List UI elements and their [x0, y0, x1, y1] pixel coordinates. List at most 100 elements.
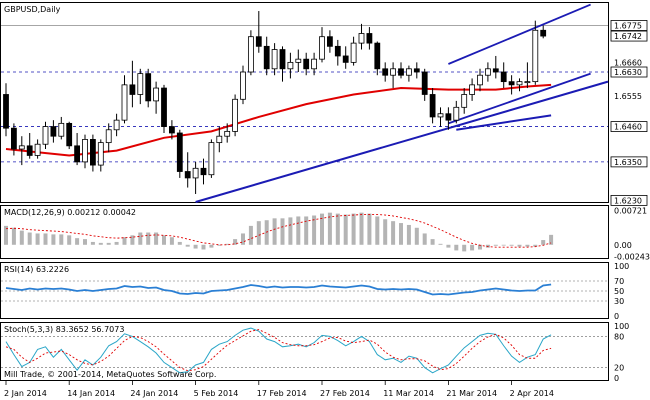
- candle: [421, 68, 428, 101]
- candle-body: [161, 87, 167, 127]
- macd-bar: [288, 217, 293, 245]
- trendline-long-support: [195, 80, 609, 203]
- price-axis-label: 1.6660: [614, 58, 642, 67]
- time-axis-label: 17 Feb 2014: [257, 389, 307, 398]
- candle-body: [469, 84, 476, 95]
- macd-bar: [11, 227, 16, 245]
- candle: [477, 68, 483, 92]
- macd-bar: [4, 225, 8, 245]
- candle: [532, 20, 539, 85]
- candle-body: [350, 42, 357, 63]
- candle-body: [129, 84, 136, 95]
- macd-bar: [217, 244, 222, 246]
- macd-bar: [359, 212, 364, 245]
- candle-body: [287, 61, 294, 70]
- candle: [429, 88, 436, 124]
- stoch-signal-line: [5, 329, 552, 372]
- candle-body: [10, 127, 17, 150]
- watermark: Mill Trade, © 2001-2014, MetaQuotes Soft…: [4, 370, 216, 379]
- price-level-lines: [1, 25, 608, 163]
- candle-body: [232, 98, 239, 132]
- macd-bar: [406, 224, 411, 245]
- macd-bar: [470, 244, 475, 251]
- trendline-channel-upper: [448, 3, 591, 65]
- price-axis-label: 1.6350: [614, 158, 642, 167]
- ma-line: [5, 83, 552, 157]
- candle-body: [153, 87, 160, 102]
- macd-bar: [351, 213, 356, 245]
- candle-body: [145, 73, 152, 102]
- candle-body: [263, 45, 270, 70]
- candle-body: [413, 68, 420, 73]
- candle: [176, 129, 183, 178]
- candle: [97, 139, 104, 172]
- macd-axis: 0.00721 0.00 -0.00243: [614, 207, 650, 262]
- candle-body: [279, 49, 286, 70]
- macd-bar: [185, 244, 190, 247]
- candle-body: [334, 45, 341, 57]
- macd-bar: [280, 218, 285, 245]
- candle-body: [461, 94, 468, 108]
- macd-bar: [493, 244, 498, 246]
- candle: [303, 52, 310, 76]
- candle: [334, 39, 341, 66]
- macd-bar: [327, 212, 332, 245]
- candle: [66, 121, 73, 150]
- macd-bar: [304, 216, 309, 245]
- trendlines: [195, 3, 609, 203]
- candle: [319, 27, 325, 63]
- time-axis-label: 2 Jan 2014: [4, 389, 47, 398]
- candle: [153, 81, 160, 114]
- candle-body: [82, 139, 88, 163]
- macd-bar: [414, 227, 419, 245]
- candle: [145, 68, 152, 108]
- candle-body: [168, 126, 175, 134]
- candle-body: [200, 167, 207, 176]
- macd-bar: [35, 233, 40, 245]
- candle-body: [34, 143, 41, 156]
- candle: [398, 62, 404, 79]
- candle: [350, 36, 357, 66]
- macd-bar: [67, 235, 72, 245]
- candle-body: [374, 42, 381, 70]
- time-axis-label: 14 Jan 2014: [67, 389, 115, 398]
- candle: [311, 52, 318, 76]
- candle-body: [445, 113, 452, 121]
- candle: [405, 65, 412, 82]
- candle: [516, 78, 523, 92]
- candle: [74, 132, 80, 166]
- candle: [232, 94, 239, 137]
- candle-body: [500, 71, 507, 83]
- macd-bar: [162, 235, 166, 245]
- macd-bar: [122, 237, 127, 245]
- stoch-axis-label: 100: [614, 322, 629, 331]
- macd-bar: [446, 244, 451, 248]
- candle-body: [342, 55, 349, 63]
- macd-bar: [422, 233, 427, 245]
- candle-body: [66, 122, 73, 147]
- candle-body: [216, 135, 223, 144]
- candle: [382, 62, 389, 82]
- macd-bar: [541, 240, 546, 245]
- price-label-box: [610, 66, 648, 78]
- macd-bar: [43, 233, 48, 245]
- macd-bar: [169, 237, 174, 245]
- rsi-line: [5, 283, 552, 296]
- macd-bar: [383, 219, 388, 245]
- candle: [508, 75, 515, 95]
- price-pane-frame: [0, 2, 609, 203]
- candle: [263, 36, 270, 76]
- macd-title: MACD(12,26,9) 0.00212 0.00042: [4, 208, 136, 217]
- macd-axis-label: 0.00: [614, 241, 632, 250]
- macd-bar: [430, 239, 435, 245]
- candle-body: [18, 145, 25, 150]
- candle: [168, 120, 175, 140]
- candle-body: [42, 126, 49, 145]
- stoch-axis-label: 20: [614, 364, 624, 373]
- stoch-title: Stoch(5,3,3) 83.3652 56.7073: [4, 325, 124, 334]
- candle-body: [437, 113, 444, 118]
- candle: [224, 123, 231, 143]
- macd-bar: [438, 243, 443, 245]
- macd-bar: [312, 215, 317, 245]
- candle: [58, 116, 65, 140]
